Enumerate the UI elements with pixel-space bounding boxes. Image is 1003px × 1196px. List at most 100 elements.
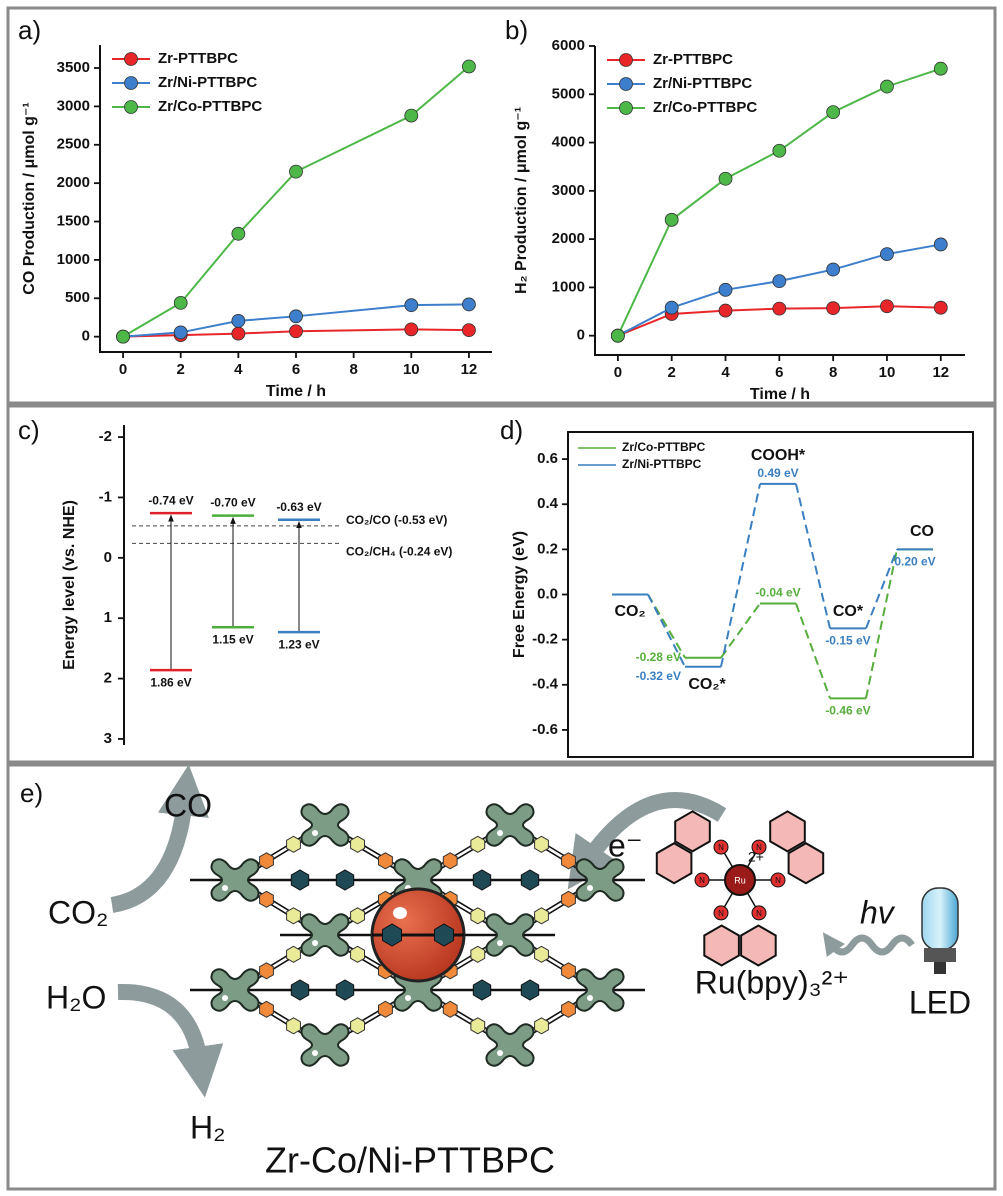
value-label: -0.04 eV [755, 586, 800, 600]
light-arrow [822, 932, 915, 957]
node-highlight [587, 995, 593, 1001]
y-axis-label: Energy level (vs. NHE) [61, 500, 78, 670]
linker-ring [442, 852, 458, 870]
legend-marker [619, 101, 633, 115]
linker-ring [286, 907, 301, 925]
axis-line [594, 46, 965, 356]
atom-label: N [718, 909, 724, 918]
connector [795, 603, 831, 699]
linker-ring [335, 979, 355, 1001]
linker-ring [534, 945, 549, 963]
charge-label: 2+ [748, 849, 764, 865]
linker-ring [561, 1000, 576, 1018]
y-tick-label: 2000 [552, 230, 585, 247]
data-point [231, 326, 246, 341]
light-source-label: LED [909, 984, 971, 1020]
y-tick-label: 4000 [552, 134, 585, 151]
electron-label: e⁻ [608, 827, 643, 863]
x-tick-label: 12 [461, 361, 478, 378]
data-point [231, 314, 246, 328]
light-label: hv [860, 894, 896, 930]
atom-label: N [699, 876, 705, 885]
nitrogen [770, 872, 786, 888]
y-tick-label: 1500 [57, 212, 90, 229]
panel-label: b) [505, 15, 528, 45]
atom-label: N [775, 876, 781, 885]
framework-label: Zr-Co/Ni-PTTBPC [265, 1140, 555, 1181]
y-tick-label: 0 [577, 327, 585, 344]
nitrogen [713, 839, 729, 855]
linker-ring [259, 1000, 274, 1018]
linker-ring [286, 835, 301, 853]
data-point [116, 329, 130, 344]
data-point [718, 282, 733, 297]
legend-label: Zr/Ni-PTTBPC [158, 74, 257, 91]
linker-ring [470, 907, 486, 925]
x-tick-label: 10 [403, 361, 420, 378]
reference-label: CO₂/CH₄ (-0.24 eV) [346, 545, 452, 559]
axis-line [99, 45, 492, 353]
data-point [610, 328, 625, 343]
data-point [826, 105, 841, 120]
atom-label: N [756, 909, 762, 918]
state-label: CO₂* [688, 676, 726, 693]
x-axis-label: Time / h [266, 383, 326, 400]
x-tick-label: 4 [234, 361, 243, 378]
atom-label: N [718, 843, 724, 852]
linker-ring [382, 923, 402, 947]
linker-ring [290, 869, 310, 891]
legend-marker [124, 100, 138, 114]
state-label: CO₂ [614, 603, 645, 620]
y-tick-label: -0.6 [532, 721, 558, 738]
x-tick-label: 6 [775, 364, 783, 381]
product-label: CO [164, 787, 212, 823]
panel-label: d) [500, 415, 523, 445]
data-point [289, 164, 303, 179]
linker-ring [561, 852, 576, 870]
nitrogen [713, 905, 729, 921]
led-base [924, 948, 956, 962]
linker-ring [350, 907, 365, 925]
atom-label: N [756, 843, 762, 852]
y-tick-label: 0 [82, 328, 90, 345]
sphere-highlight [393, 907, 407, 919]
panel-frame [6, 763, 997, 1191]
series-line [122, 303, 469, 338]
reactant-label: CO₂ [48, 894, 108, 930]
y-tick-label: 1000 [552, 278, 585, 295]
y-tick-label: -1 [99, 488, 112, 505]
linker-ring [286, 1017, 301, 1035]
x-tick-label: 2 [668, 364, 676, 381]
y-tick-label: 3500 [57, 59, 90, 76]
linker-ring [470, 945, 486, 963]
linker-ring [442, 1000, 458, 1018]
value-label: -0.74 eV [148, 493, 193, 507]
legend-marker [124, 52, 138, 66]
data-point [462, 323, 476, 338]
data-point [718, 303, 733, 318]
x-tick-label: 0 [614, 364, 622, 381]
x-tick-label: 2 [177, 361, 185, 378]
x-tick-label: 6 [292, 361, 300, 378]
ru-center [724, 864, 756, 896]
node-highlight [222, 885, 228, 891]
data-point [289, 309, 303, 324]
pyridine-ring [769, 810, 806, 853]
product-label: H₂ [190, 1109, 226, 1145]
series-line [122, 65, 470, 338]
data-point [664, 212, 679, 227]
linker-ring [561, 962, 576, 980]
connector [720, 483, 761, 667]
legend-label: Zr/Co-PTTBPC [158, 98, 262, 115]
data-point [772, 143, 787, 158]
series-line [123, 328, 469, 338]
node-highlight [497, 940, 503, 946]
y-tick-label: -0.2 [532, 631, 558, 648]
linker-ring [561, 890, 576, 908]
y-tick-label: 1 [104, 609, 112, 626]
x-axis-label: Time / h [750, 386, 810, 403]
reactant-label: H₂O [46, 979, 106, 1015]
connector [795, 483, 831, 629]
data-point [718, 171, 733, 186]
linker-ring [350, 1017, 365, 1035]
